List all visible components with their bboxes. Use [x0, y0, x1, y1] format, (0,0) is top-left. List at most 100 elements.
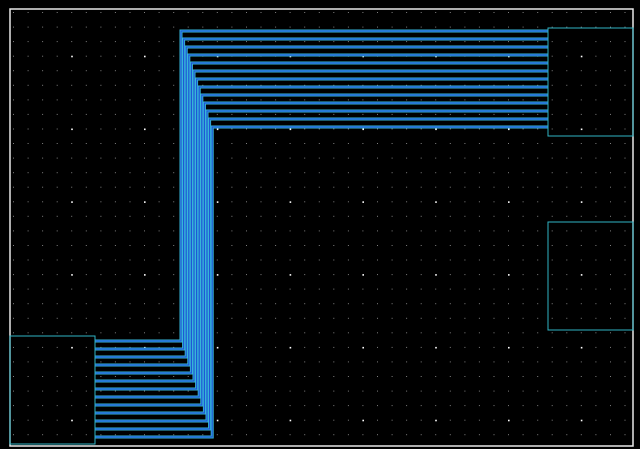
- wire-trace[interactable]: [95, 78, 548, 390]
- wire-trace[interactable]: [95, 118, 548, 430]
- grid-dot: [187, 376, 189, 377]
- grid-dot: [377, 84, 378, 86]
- grid-dot: [13, 332, 14, 334]
- grid-dot: [508, 288, 509, 290]
- grid-dot: [144, 99, 145, 101]
- grid-dot: [158, 230, 160, 232]
- wire-trace[interactable]: [95, 46, 548, 358]
- grid-dot: [173, 157, 175, 159]
- grid-dot: [144, 376, 145, 377]
- grid-dot-major: [71, 201, 73, 203]
- grid-dot: [85, 376, 87, 377]
- grid-dot: [435, 26, 437, 28]
- grid-dot: [391, 288, 393, 290]
- grid-dot: [129, 390, 131, 392]
- grid-dot: [158, 361, 160, 363]
- grid-dot: [377, 245, 378, 246]
- wire-trace[interactable]: [95, 38, 548, 350]
- grid-dot: [493, 12, 495, 13]
- grid-dot: [114, 361, 116, 363]
- grid-dot: [493, 113, 495, 115]
- grid-dot: [566, 41, 568, 43]
- grid-dot: [85, 41, 87, 43]
- wire-trace[interactable]: [95, 126, 548, 438]
- grid-dot: [275, 346, 277, 348]
- grid-dot: [377, 113, 378, 115]
- grid-dot: [610, 390, 611, 392]
- grid-dot: [580, 41, 582, 43]
- grid-dot: [595, 70, 597, 72]
- grid-dot: [595, 128, 597, 130]
- grid-dot: [289, 26, 291, 28]
- pad-bottom-left[interactable]: [9, 335, 96, 445]
- pad-top-right[interactable]: [547, 27, 634, 137]
- grid-dot: [144, 186, 145, 188]
- grid-dot-major: [362, 201, 364, 203]
- grid-dot: [42, 419, 44, 421]
- grid-dot: [537, 405, 539, 407]
- grid-dot: [595, 84, 597, 86]
- grid-dot: [406, 376, 408, 377]
- grid-dot: [347, 317, 349, 319]
- wire-trace[interactable]: [95, 70, 548, 382]
- wire-trace[interactable]: [95, 54, 548, 366]
- grid-dot: [85, 390, 87, 392]
- grid-dot: [158, 157, 160, 159]
- wire-trace[interactable]: [95, 110, 548, 422]
- grid-dot: [260, 113, 262, 115]
- grid-dot: [289, 376, 291, 377]
- grid-dot: [566, 288, 568, 290]
- wire-bundle[interactable]: [95, 29, 548, 439]
- grid-dot: [566, 419, 568, 421]
- grid-dot: [449, 405, 451, 407]
- grid-dot: [435, 113, 437, 115]
- pad-middle-right[interactable]: [547, 221, 634, 331]
- wire-trace[interactable]: [95, 94, 548, 406]
- grid-dot: [216, 288, 218, 290]
- grid-dot: [624, 172, 626, 174]
- grid-dot: [246, 346, 247, 348]
- grid-dot: [260, 288, 262, 290]
- grid-dot: [420, 128, 422, 130]
- grid-dot: [610, 113, 611, 115]
- grid-dot: [580, 434, 582, 436]
- grid-dot: [260, 99, 262, 101]
- grid-dot: [420, 84, 422, 86]
- grid-dot: [610, 201, 611, 203]
- grid-dot: [304, 215, 306, 217]
- grid-dot: [347, 41, 349, 43]
- grid-dot: [391, 128, 393, 130]
- grid-dot: [100, 390, 102, 392]
- grid-dot: [333, 41, 335, 43]
- grid-dot: [449, 143, 451, 144]
- grid-dot: [580, 376, 582, 377]
- grid-dot: [289, 288, 291, 290]
- grid-dot: [464, 303, 466, 305]
- grid-dot: [85, 55, 87, 57]
- grid-dot-major: [289, 419, 292, 422]
- grid-dot: [420, 143, 422, 144]
- wire-trace[interactable]: [95, 30, 548, 342]
- grid-dot: [595, 143, 597, 144]
- grid-dot: [100, 143, 102, 144]
- grid-dot: [580, 317, 582, 319]
- grid-dot: [420, 172, 422, 174]
- grid-dot: [158, 143, 160, 144]
- grid-dot: [144, 41, 145, 43]
- grid-dot: [304, 317, 306, 319]
- grid-dot: [537, 113, 539, 115]
- grid-dot: [537, 157, 539, 159]
- wire-trace[interactable]: [95, 62, 548, 374]
- wire-trace[interactable]: [95, 102, 548, 414]
- wire-trace[interactable]: [95, 86, 548, 398]
- grid-dot: [347, 405, 349, 407]
- grid-dot: [610, 172, 611, 174]
- grid-dot: [391, 230, 393, 232]
- grid-dot: [42, 143, 44, 144]
- grid-dot: [42, 245, 44, 246]
- grid-dot: [508, 405, 509, 407]
- grid-dot: [624, 157, 626, 159]
- grid-dot: [216, 12, 218, 13]
